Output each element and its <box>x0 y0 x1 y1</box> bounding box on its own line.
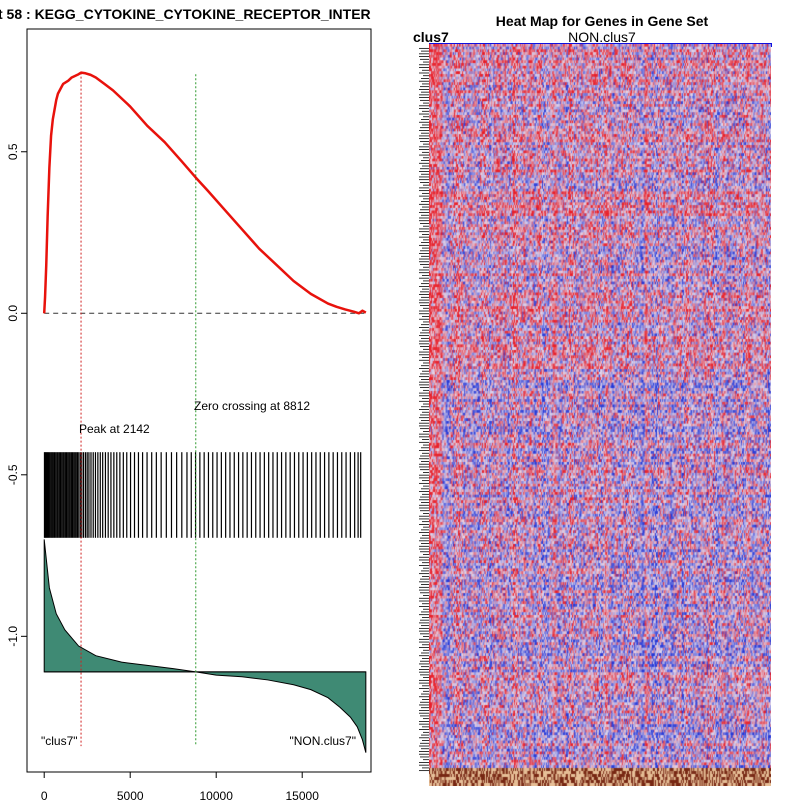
enrichment-plot-frame <box>26 28 372 773</box>
heatmap-row-ticks <box>419 47 429 772</box>
x-tick-label: 15000 <box>286 789 320 800</box>
x-tick-label: 10000 <box>200 789 234 800</box>
enrichment-score-curve <box>42 71 367 315</box>
zero-crossing-label: Zero crossing at 8812 <box>194 399 310 413</box>
y-tick-label: -1.0 <box>6 626 20 647</box>
class-label-left: "clus7" <box>41 734 78 748</box>
reference-lines <box>80 72 197 747</box>
heatmap-grid <box>429 44 771 786</box>
es-curve-line <box>42 71 367 315</box>
enrichment-plot-title: t 58 : KEGG_CYTOKINE_CYTOKINE_RECEPTOR_I… <box>0 6 371 22</box>
x-tick-label: 5000 <box>117 789 144 800</box>
ranked-metric-area <box>43 539 367 753</box>
heatmap-group-label-clus7: clus7 <box>413 29 449 45</box>
class-label-right: "NON.clus7" <box>289 734 356 748</box>
x-axis: 0 5000 10000 15000 <box>41 772 319 800</box>
heatmap-group-label-non-clus7: NON.clus7 <box>568 29 636 45</box>
heatmap-title: Heat Map for Genes in Gene Set <box>496 13 709 29</box>
ranked-metric-fill <box>43 539 367 753</box>
y-axis: 0.5 0.0 -0.5 -1.0 <box>6 143 27 647</box>
y-tick-label: 0.5 <box>6 143 20 160</box>
peak-label: Peak at 2142 <box>79 422 150 436</box>
y-tick-label: -0.5 <box>6 464 20 485</box>
gene-hit-bars <box>43 452 362 538</box>
x-tick-label: 0 <box>41 789 48 800</box>
y-tick-label: 0.0 <box>6 305 20 322</box>
